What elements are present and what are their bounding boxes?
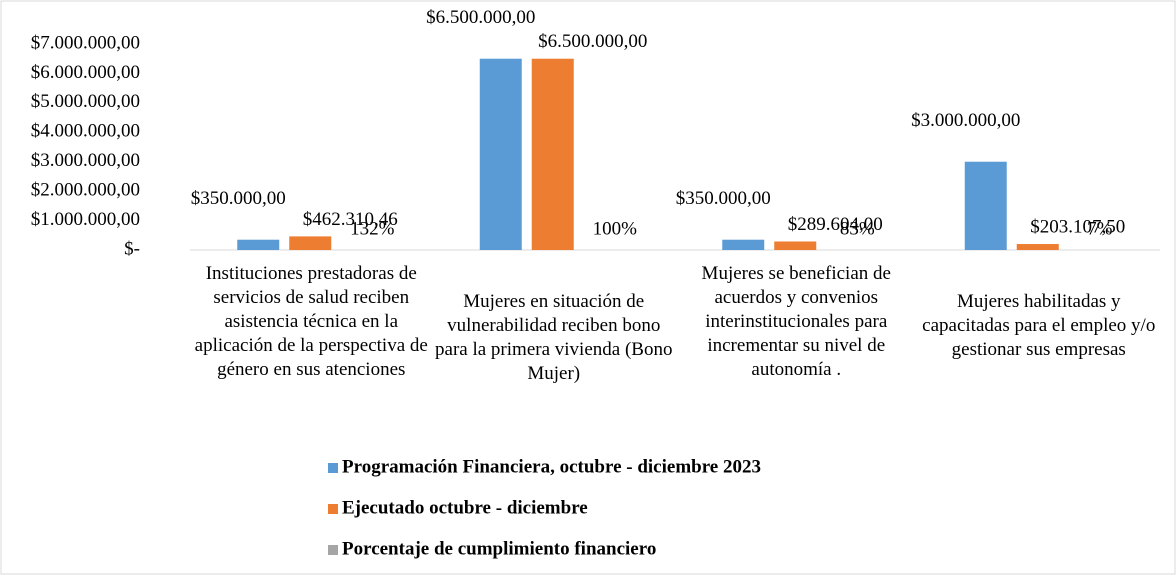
legend-swatch (328, 545, 338, 555)
y-tick-label: $5.000.000,00 (31, 91, 140, 112)
legend-label: Ejecutado octubre - diciembre (342, 497, 588, 518)
data-label: $203.107,50 (1030, 216, 1125, 237)
bar (774, 241, 817, 250)
bar (964, 161, 1007, 250)
bar (531, 58, 574, 250)
legend-label: Programación Financiera, octubre - dicie… (342, 456, 761, 477)
bar (1016, 244, 1059, 250)
data-label: $3.000.000,00 (911, 110, 1020, 131)
data-label: $350.000,00 (676, 188, 771, 209)
data-label: 7% (1087, 218, 1113, 239)
y-tick-label: $3.000.000,00 (31, 150, 140, 171)
y-tick-label: $4.000.000,00 (31, 121, 140, 142)
y-tick-label: $2.000.000,00 (31, 180, 140, 201)
y-tick-label: $7.000.000,00 (31, 32, 140, 53)
bar (237, 239, 280, 250)
data-label: 132% (350, 218, 395, 239)
legend-swatch (328, 504, 338, 514)
y-tick-label: $1.000.000,00 (31, 209, 140, 230)
legend-swatch (328, 463, 338, 473)
x-tick-label: Mujeres en situación de vulnerabilidad r… (435, 291, 673, 384)
bar (289, 236, 332, 250)
data-label: $350.000,00 (191, 188, 286, 209)
data-label: $462.310,46 (303, 209, 398, 230)
data-label: $289.604,00 (788, 214, 883, 235)
x-tick-label: Instituciones prestadoras de servicios d… (194, 263, 428, 380)
data-label: $6.500.000,00 (538, 31, 647, 52)
data-label: 83% (840, 218, 875, 239)
y-tick-label: $- (124, 238, 140, 259)
x-tick-label: Mujeres se benefician de acuerdos y conv… (701, 263, 891, 380)
y-tick-label: $6.000.000,00 (31, 62, 140, 83)
legend-label: Porcentaje de cumplimiento financiero (342, 538, 656, 559)
data-label: 100% (593, 218, 638, 239)
x-tick-label: Mujeres habilitadas y capacitadas para e… (922, 291, 1156, 360)
bar (479, 58, 522, 250)
data-label: $6.500.000,00 (426, 7, 535, 28)
bar (722, 239, 765, 250)
